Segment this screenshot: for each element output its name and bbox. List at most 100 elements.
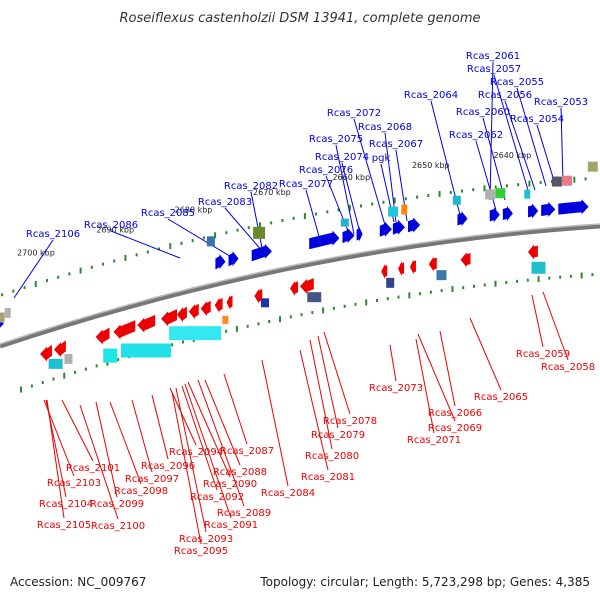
tick-mark [462, 286, 465, 290]
reverse-gene-arrow [428, 256, 437, 272]
forward-leader-line [536, 124, 556, 185]
tick-mark [23, 286, 26, 290]
reverse-gene-label: Rcas_2096 [141, 461, 195, 472]
gene-feature-bar [531, 261, 546, 274]
tick-mark [279, 316, 282, 323]
forward-leader-line [516, 87, 547, 187]
reverse-leader-line [389, 344, 397, 382]
forward-gene-label: Rcas_2077 [279, 179, 333, 190]
reverse-gene-arrow [161, 309, 177, 327]
forward-gene-arrow [309, 230, 340, 250]
tick-mark [483, 283, 486, 287]
reverse-gene-arrow [290, 280, 298, 296]
gene-feature-bar [386, 277, 395, 288]
tick-mark [580, 272, 583, 279]
genome-backbone-highlight [0, 223, 600, 345]
gene-feature-bar [120, 343, 171, 358]
forward-gene-arrow [342, 227, 355, 244]
forward-leader-line [341, 162, 361, 234]
forward-gene-label: Rcas_2054 [510, 114, 564, 125]
forward-gene-label: Rcas_2068 [358, 122, 412, 133]
tick-mark [289, 315, 292, 319]
tick-mark [382, 200, 385, 204]
gene-feature-bar [401, 204, 408, 215]
tick-mark [494, 185, 497, 189]
forward-gene-label: Rcas_2067 [369, 139, 423, 150]
tick-mark [348, 204, 351, 211]
reverse-gene-arrow [95, 327, 110, 345]
forward-gene-arrow [392, 219, 405, 235]
topology-text: Topology: circular; Length: 5,723,298 bp… [259, 575, 590, 589]
tick-mark [225, 231, 228, 235]
gene-feature-bar [253, 226, 266, 239]
tick-mark [246, 324, 249, 328]
tick-mark [416, 195, 419, 199]
tick-mark [180, 241, 183, 245]
tick-mark [591, 273, 594, 277]
tick-mark [359, 204, 362, 208]
reverse-leader-line [317, 335, 339, 429]
tick-mark [63, 372, 66, 379]
reverse-gene-label: Rcas_2078 [323, 416, 377, 427]
reverse-gene-arrow [254, 288, 263, 304]
tick-mark [569, 274, 572, 278]
tick-mark [419, 292, 422, 296]
accession-text: Accession: NC_009767 [10, 575, 146, 589]
tick-mark [74, 370, 77, 374]
reverse-gene-label: Rcas_2087 [220, 446, 274, 457]
gene-feature-bar [64, 353, 73, 364]
tick-mark [505, 280, 508, 284]
reverse-leader-line [439, 330, 456, 407]
gene-feature-bar [340, 218, 349, 227]
gene-feature-bar [452, 195, 461, 205]
tick-mark [584, 177, 587, 181]
tick-mark [449, 190, 452, 194]
forward-gene-arrow [541, 201, 556, 217]
gene-feature-bar [524, 189, 531, 199]
reverse-leader-line [109, 401, 142, 485]
gene-feature-bar [495, 188, 506, 199]
tick-mark [34, 281, 37, 288]
gene-feature-bar [551, 176, 562, 187]
reverse-gene-arrow [398, 261, 405, 277]
forward-gene-label: Rcas_2082 [224, 181, 278, 192]
tick-mark [90, 265, 93, 269]
reverse-gene-label: Rcas_2094 [169, 447, 223, 458]
tick-mark [526, 278, 529, 282]
forward-gene-label: Rcas_2076 [299, 165, 353, 176]
reverse-leader-line [131, 399, 153, 473]
tick-mark [429, 290, 432, 294]
reverse-gene-label: Rcas_2071 [407, 435, 461, 446]
reverse-leader-line [261, 359, 289, 487]
forward-gene-label: Rcas_2056 [478, 90, 532, 101]
reverse-gene-arrow [200, 300, 211, 317]
tick-mark [461, 189, 464, 193]
kbp-tick-label: 2640 kbp [494, 151, 532, 160]
tick-mark [84, 367, 87, 371]
forward-gene-arrow [457, 211, 468, 227]
gene-feature-bar [48, 358, 63, 369]
tick-mark [106, 359, 109, 366]
forward-leader-line [13, 239, 54, 299]
reverse-leader-line [184, 383, 232, 519]
reverse-gene-label: Rcas_2100 [91, 521, 145, 532]
reverse-gene-label: Rcas_2104 [39, 499, 93, 510]
reverse-gene-label: Rcas_2099 [90, 499, 144, 510]
reverse-gene-arrow [40, 344, 52, 362]
reverse-gene-label: Rcas_2103 [47, 478, 101, 489]
reverse-leader-line [415, 338, 435, 434]
reverse-leader-line [61, 399, 94, 462]
tick-mark [135, 253, 138, 257]
tick-mark [386, 297, 389, 301]
reverse-leader-line [531, 294, 544, 348]
forward-leader-line [504, 100, 536, 191]
tick-mark [95, 364, 98, 368]
reverse-gene-arrow [176, 306, 187, 323]
tick-mark [30, 384, 33, 388]
forward-gene-arrow [489, 207, 500, 223]
reverse-leader-line [542, 291, 569, 361]
tick-mark [451, 286, 454, 293]
gene-feature-bar [261, 298, 270, 308]
gene-features [0, 161, 598, 369]
reverse-gene-arrow [137, 314, 156, 333]
